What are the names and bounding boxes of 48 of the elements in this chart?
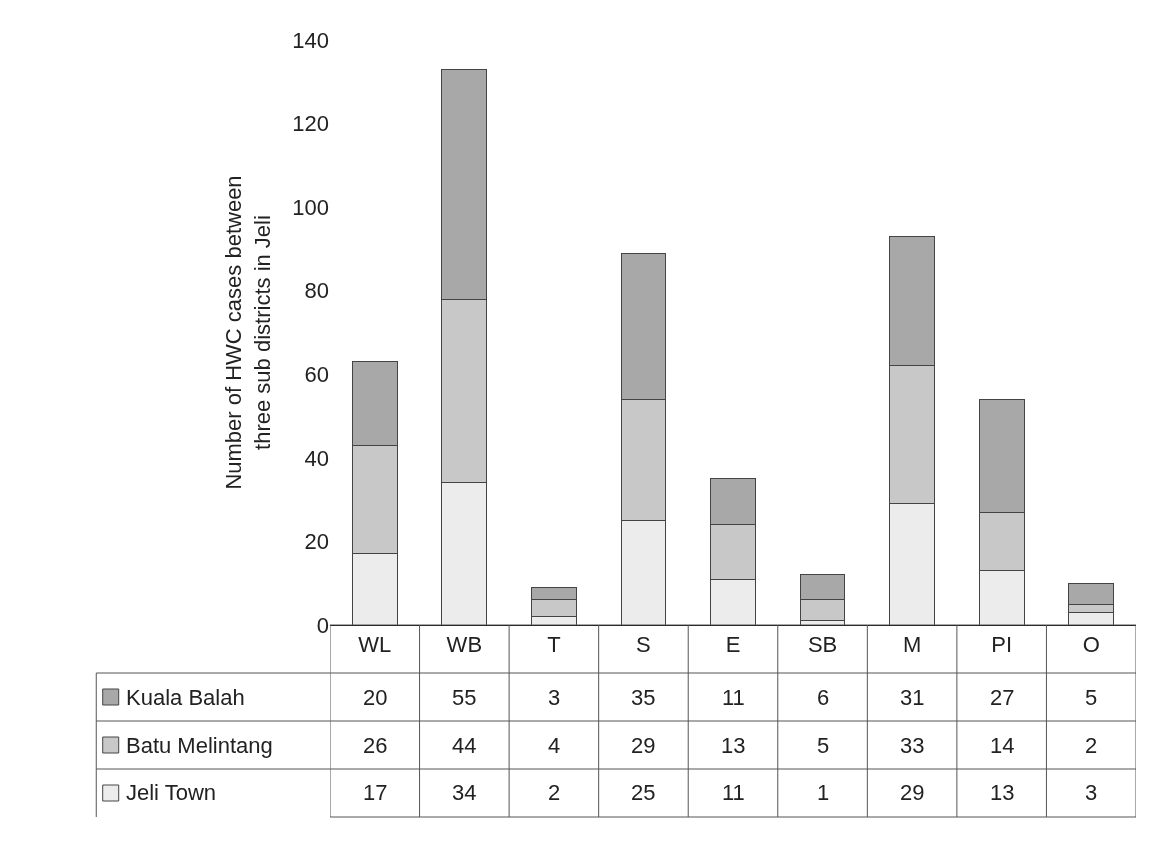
data-label: 11 — [722, 780, 745, 805]
x-tick-label: WL — [358, 632, 392, 658]
x-tick-label: S — [636, 632, 651, 658]
data-label: 2 — [1085, 733, 1098, 758]
data-label: 27 — [990, 685, 1015, 710]
x-tick-label: O — [1082, 632, 1100, 658]
data-label: 29 — [900, 780, 925, 805]
data-label: 11 — [722, 685, 745, 710]
y-tick-label: 60 — [304, 361, 329, 387]
x-tick-label: WB — [446, 632, 483, 658]
data-label: 2 — [548, 780, 561, 805]
data-label: 4 — [548, 733, 561, 758]
data-label: 29 — [631, 733, 656, 758]
data-label: 14 — [990, 733, 1015, 758]
data-label: 55 — [452, 685, 477, 710]
y-tick-label: 140 — [292, 27, 329, 53]
data-label: 35 — [631, 685, 656, 710]
data-label: 17 — [363, 780, 388, 805]
x-tick-label: E — [725, 632, 741, 658]
data-label: 6 — [817, 685, 830, 710]
data-label: 5 — [1085, 685, 1098, 710]
y-tick-label: 80 — [304, 278, 329, 304]
y-tick-label: 40 — [304, 445, 329, 471]
data-label: 26 — [363, 733, 388, 758]
y-axis-title: Number of HWC cases between three sub districts in Jeli — [221, 175, 276, 490]
data-label: 13 — [721, 733, 746, 758]
data-label: 31 — [900, 685, 925, 710]
data-label: 5 — [817, 733, 830, 758]
x-tick-label: T — [547, 632, 561, 658]
legend-label: Kuala Balah — [126, 685, 245, 710]
data-label: 3 — [548, 685, 561, 710]
legend-label: Batu Melintang — [126, 733, 273, 758]
legend-label: Jeli Town — [126, 780, 217, 805]
data-label: 44 — [452, 733, 477, 758]
x-tick-label: PI — [991, 632, 1013, 658]
y-tick-label: 0 — [316, 612, 329, 638]
data-label: 3 — [1085, 780, 1098, 805]
y-tick-label: 20 — [304, 529, 329, 555]
data-label: 25 — [631, 780, 656, 805]
x-tick-label: M — [902, 632, 922, 658]
data-label: 13 — [990, 780, 1015, 805]
data-label: 1 — [817, 780, 830, 805]
y-tick-label: 100 — [292, 194, 329, 220]
data-label: 34 — [452, 780, 477, 805]
x-tick-label: SB — [807, 632, 838, 658]
data-label: 20 — [363, 685, 388, 710]
data-label: 33 — [900, 733, 925, 758]
y-tick-label: 120 — [292, 111, 329, 137]
